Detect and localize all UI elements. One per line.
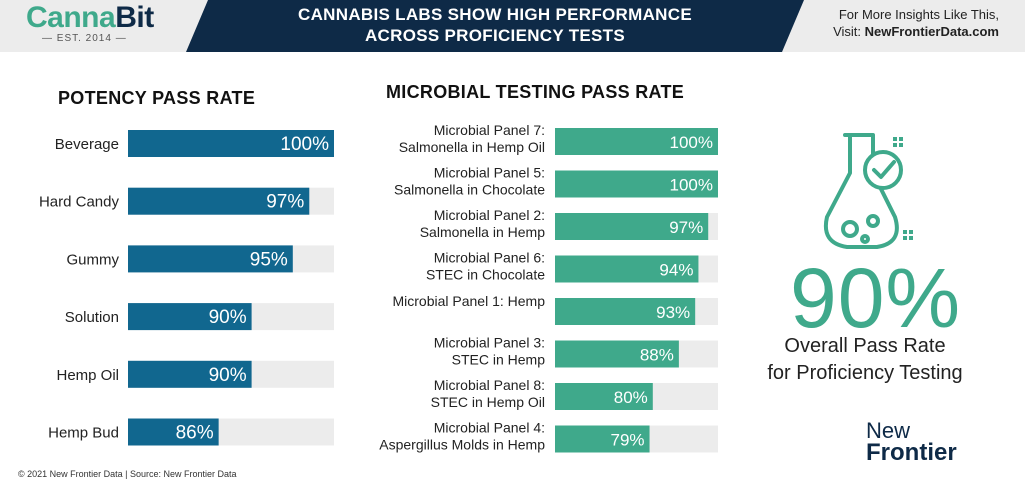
potency-bar-value-label: 90% — [209, 365, 247, 386]
potency-category-label: Solution — [65, 309, 119, 326]
microbial-chart-title: MICROBIAL TESTING PASS RATE — [386, 82, 685, 102]
microbial-bar-value-label: 88% — [640, 346, 674, 365]
microbial-bar — [555, 298, 696, 325]
microbial-category-label: Salmonella in Chocolate — [394, 182, 545, 198]
microbial-bar — [555, 213, 709, 240]
microbial-category-label: Salmonella in Hemp — [420, 224, 545, 240]
new-frontier-logo[interactable]: New Frontier — [866, 418, 957, 466]
microbial-category-label: Microbial Panel 8: — [434, 377, 545, 393]
flask-check-icon — [824, 133, 913, 249]
microbial-bar-value-label: 79% — [611, 431, 645, 450]
microbial-category-label: STEC in Hemp — [452, 352, 546, 368]
website-link[interactable]: NewFrontierData.com — [864, 24, 999, 39]
potency-category-label: Beverage — [55, 136, 119, 153]
microbial-category-label: Microbial Panel 2: — [434, 207, 545, 223]
microbial-bar-value-label: 100% — [670, 176, 713, 195]
microbial-bar-value-label: 100% — [670, 133, 713, 152]
title-banner: CANNABIS LABS SHOW HIGH PERFORMANCE ACRO… — [186, 0, 804, 52]
microbial-category-label: Microbial Panel 4: — [434, 420, 545, 436]
potency-bar-value-label: 90% — [209, 307, 247, 328]
microbial-category-label: Microbial Panel 1: Hemp — [392, 293, 545, 309]
microbial-bar-value-label: 97% — [669, 218, 703, 237]
footer-source: © 2021 New Frontier Data | Source: New F… — [18, 469, 237, 479]
cannabit-logo[interactable]: CannaBit — [26, 1, 154, 34]
microbial-category-label: Microbial Panel 5: — [434, 165, 545, 181]
microbial-category-label: Microbial Panel 6: — [434, 250, 545, 266]
microbial-category-label: Microbial Panel 3: — [434, 335, 545, 351]
potency-bar — [128, 418, 219, 446]
microbial-bar-value-label: 93% — [656, 303, 690, 322]
page-title: CANNABIS LABS SHOW HIGH PERFORMANCE ACRO… — [298, 5, 692, 45]
microbial-bar — [555, 340, 679, 368]
potency-bar-value-label: 86% — [176, 423, 214, 444]
logo-est: — EST. 2014 — — [42, 33, 127, 44]
microbial-category-label: Aspergillus Molds in Hemp — [379, 437, 545, 453]
potency-category-label: Gummy — [67, 251, 120, 268]
potency-category-label: Hemp Oil — [56, 367, 119, 384]
potency-bar — [128, 303, 252, 331]
microbial-category-label: Microbial Panel 7: — [434, 122, 545, 138]
potency-bar-value-label: 97% — [266, 192, 304, 213]
potency-bar — [128, 360, 252, 388]
microbial-bar — [555, 383, 653, 410]
potency-chart-title: POTENCY PASS RATE — [58, 88, 256, 108]
microbial-bar — [555, 425, 650, 453]
potency-bar-value-label: 95% — [250, 249, 288, 270]
potency-category-label: Hard Candy — [39, 194, 120, 211]
overall-pass-rate-value: 90% — [790, 251, 962, 345]
microbial-bar — [555, 128, 718, 155]
header-bar: CannaBit — EST. 2014 — CANNABIS LABS SHO… — [0, 0, 1025, 52]
microbial-bar-value-label: 94% — [659, 261, 693, 280]
potency-bar — [128, 130, 334, 157]
insights-text: For More Insights Like This, Visit: NewF… — [833, 7, 999, 39]
microbial-category-label: STEC in Chocolate — [426, 267, 545, 283]
microbial-bar — [555, 170, 718, 198]
overall-pass-rate-label: Overall Pass Rate for Proficiency Testin… — [767, 335, 963, 384]
potency-bar-value-label: 100% — [280, 134, 329, 155]
microbial-category-label: Salmonella in Hemp Oil — [399, 139, 545, 155]
potency-bar — [128, 187, 310, 215]
microbial-bar — [555, 255, 699, 283]
potency-bar — [128, 245, 293, 273]
microbial-bar-value-label: 80% — [614, 388, 648, 407]
microbial-category-label: STEC in Hemp Oil — [431, 394, 545, 410]
potency-category-label: Hemp Bud — [48, 425, 119, 442]
